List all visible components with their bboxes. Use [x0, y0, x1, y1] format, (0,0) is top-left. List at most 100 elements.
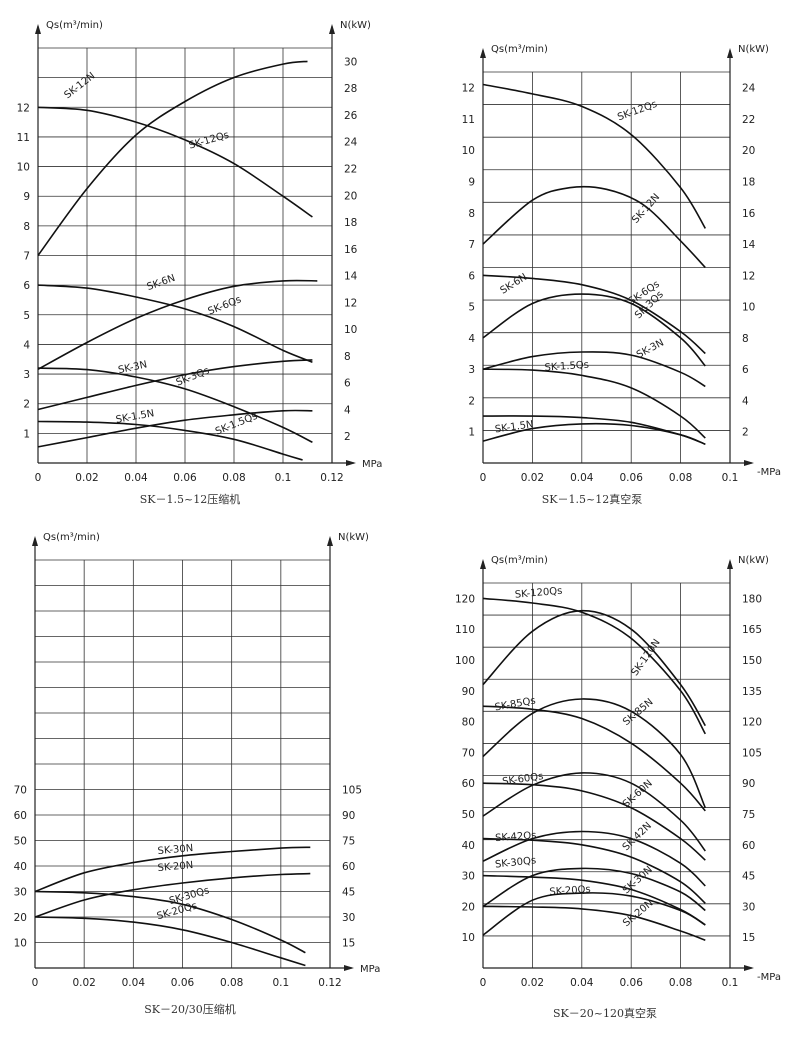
x-tick-label: 0: [32, 977, 39, 989]
y-tick-label-left: 30: [14, 887, 27, 899]
y-tick-label-right: 6: [344, 378, 351, 390]
x-tick-label: 0.02: [521, 472, 544, 484]
series-line-sk-3qs: [37, 367, 313, 444]
series-line-sk-20qs: [482, 905, 706, 942]
y-tick-label-right: 10: [742, 302, 755, 314]
y-tick-label-right: 60: [742, 840, 755, 852]
series-label: SK-85Qs: [494, 695, 537, 713]
y-tick-label-right: 18: [742, 176, 755, 188]
y-tick-label-right: 120: [742, 717, 762, 729]
x-tick-label: 0.02: [72, 977, 95, 989]
series-label: SK-20N: [157, 860, 193, 874]
series-line-sk-20n: [482, 892, 706, 936]
series-label: SK-30N: [157, 843, 193, 857]
y-axis-left-arrow: [480, 48, 486, 58]
y-tick-label-right: 105: [742, 747, 762, 759]
y-axis-right-arrow: [727, 559, 733, 569]
series-line-sk-6qs: [482, 274, 706, 355]
y-tick-label-left: 100: [455, 655, 475, 667]
series-line-sk-6n: [482, 293, 706, 367]
x-tick-label: 0.1: [275, 472, 292, 484]
series-line-sk-30qs: [482, 874, 706, 926]
x-tick-label: 0.08: [220, 977, 243, 989]
series-line-sk-120n: [482, 609, 706, 727]
y-tick-label-left: 5: [23, 310, 30, 322]
series-line-sk-85n: [482, 698, 707, 809]
series-line-sk-30n: [482, 867, 706, 912]
y-tick-label-left: 50: [462, 809, 475, 821]
y-tick-label-left: 10: [462, 145, 475, 157]
y-tick-label-left: 90: [462, 686, 475, 698]
y-tick-label-right: 16: [742, 208, 756, 220]
series-line-sk-12qs: [37, 106, 313, 218]
y-tick-label-left: 6: [23, 280, 30, 292]
y-tick-label-right: 45: [342, 887, 355, 899]
series-label: SK-12Qs: [188, 130, 231, 152]
y-tick-label-left: 2: [23, 399, 30, 411]
y-tick-label-right: 24: [344, 137, 358, 149]
series-label: SK-42Qs: [495, 830, 537, 844]
y-tick-label-left: 80: [462, 717, 475, 729]
y-tick-label-left: 9: [468, 176, 475, 188]
y-axis-left-arrow: [35, 24, 41, 34]
x-axis-unit-label: -MPa: [757, 467, 781, 478]
y-tick-label-left: 30: [462, 871, 475, 883]
y-tick-label-right: 180: [742, 593, 762, 605]
y-axis-right-arrow: [727, 48, 733, 58]
y-tick-label-right: 105: [342, 785, 362, 797]
y-tick-label-right: 14: [742, 239, 756, 251]
y-tick-label-left: 70: [462, 747, 475, 759]
y-tick-label-left: 3: [468, 364, 475, 376]
y-tick-label-left: 1: [468, 427, 475, 439]
y-axis-left-arrow: [480, 559, 486, 569]
y-tick-label-right: 26: [344, 110, 358, 122]
series-line-sk-120qs: [482, 597, 706, 735]
x-tick-label: 0.06: [620, 472, 644, 484]
y-axis-left-label: Qs(m³/min): [491, 555, 548, 566]
series-label: SK-12N: [62, 71, 97, 102]
y-tick-label-left: 10: [17, 162, 30, 174]
y-tick-label-left: 50: [14, 836, 27, 848]
chart-panel-4: Qs(m³/min) N(kW) -MPa 0 0.02 0.04 0.06 0.08 0.1 1…: [455, 555, 781, 1020]
x-tick-label: 0.06: [171, 977, 195, 989]
series-label: SK-30Qs: [495, 855, 537, 870]
y-tick-label-left: 60: [462, 778, 475, 790]
x-tick-label: 0.04: [570, 472, 594, 484]
y-axis-right-label: N(kW): [338, 532, 369, 543]
y-tick-label-right: 20: [344, 190, 357, 202]
series-label: SK-12Qs: [616, 99, 659, 123]
y-tick-label-left: 4: [468, 333, 475, 345]
y-axis-right-arrow: [329, 24, 335, 34]
series-line-sk-60qs: [482, 782, 706, 861]
x-axis-unit-label: -MPa: [757, 972, 781, 983]
series-line-sk-1-5n: [482, 422, 706, 445]
x-tick-label: 0.1: [722, 977, 739, 989]
y-tick-label-right: 14: [344, 271, 358, 283]
y-tick-label-right: 10: [344, 324, 357, 336]
series-label: SK-1.5Qs: [544, 360, 589, 374]
y-tick-label-right: 60: [342, 861, 355, 873]
series-line-sk-6n: [37, 279, 318, 371]
series-label: SK-3Qs: [175, 365, 211, 388]
y-tick-label-right: 18: [344, 217, 357, 229]
y-axis-left-label: Qs(m³/min): [491, 44, 548, 55]
x-tick-label: 0.12: [320, 472, 343, 484]
series-label: SK-6N: [499, 272, 530, 297]
x-tick-label: 0: [480, 977, 487, 989]
y-tick-label-right: 22: [344, 163, 357, 175]
y-tick-label-left: 7: [468, 239, 475, 251]
x-axis-arrow: [744, 460, 754, 466]
y-tick-label-right: 16: [344, 244, 358, 256]
y-tick-label-right: 24: [742, 83, 756, 95]
chart-panel-1: Qs(m³/min) N(kW) MPa 0 0.02 0.04 0.06 0.08 0.1 0.…: [17, 20, 383, 506]
x-tick-label: 0.06: [173, 472, 197, 484]
y-tick-label-left: 9: [23, 191, 30, 203]
y-tick-label-left: 120: [455, 593, 475, 605]
series-line-sk-6qs: [37, 284, 313, 363]
y-tick-label-right: 150: [742, 655, 762, 667]
y-axis-right-label: N(kW): [738, 555, 769, 566]
y-tick-label-left: 11: [462, 114, 475, 126]
y-tick-label-left: 10: [462, 932, 475, 944]
series-line-sk-30n: [34, 846, 311, 893]
x-tick-label: 0.08: [222, 472, 245, 484]
